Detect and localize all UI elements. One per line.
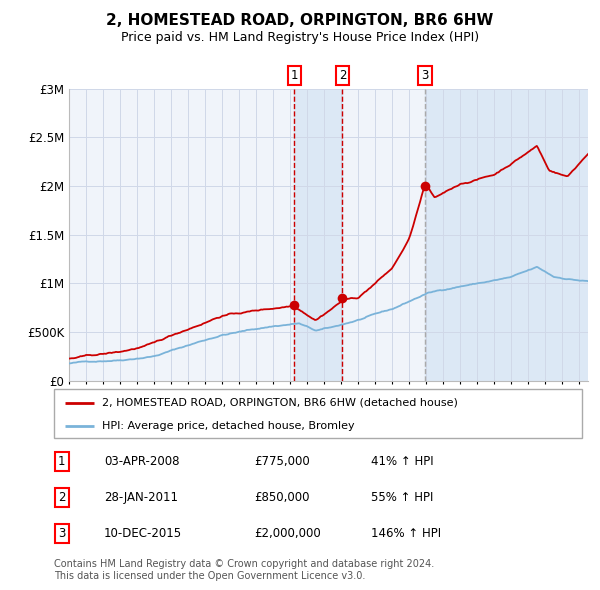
Text: 2: 2: [58, 490, 65, 504]
Text: Price paid vs. HM Land Registry's House Price Index (HPI): Price paid vs. HM Land Registry's House …: [121, 31, 479, 44]
Bar: [425, 88, 588, 381]
Text: £2,000,000: £2,000,000: [254, 527, 322, 540]
Bar: [295, 88, 343, 381]
Text: 146% ↑ HPI: 146% ↑ HPI: [371, 527, 441, 540]
Text: This data is licensed under the Open Government Licence v3.0.: This data is licensed under the Open Gov…: [54, 571, 365, 581]
Text: 10-DEC-2015: 10-DEC-2015: [104, 527, 182, 540]
Text: 1: 1: [58, 454, 65, 467]
Text: 55% ↑ HPI: 55% ↑ HPI: [371, 490, 433, 504]
Text: HPI: Average price, detached house, Bromley: HPI: Average price, detached house, Brom…: [101, 421, 354, 431]
Text: £775,000: £775,000: [254, 454, 310, 467]
Text: Contains HM Land Registry data © Crown copyright and database right 2024.: Contains HM Land Registry data © Crown c…: [54, 559, 434, 569]
Text: 3: 3: [421, 69, 428, 82]
Text: 03-APR-2008: 03-APR-2008: [104, 454, 179, 467]
Text: 28-JAN-2011: 28-JAN-2011: [104, 490, 178, 504]
Text: £850,000: £850,000: [254, 490, 310, 504]
FancyBboxPatch shape: [54, 389, 582, 438]
Text: 2, HOMESTEAD ROAD, ORPINGTON, BR6 6HW: 2, HOMESTEAD ROAD, ORPINGTON, BR6 6HW: [106, 13, 494, 28]
Text: 41% ↑ HPI: 41% ↑ HPI: [371, 454, 433, 467]
Text: 1: 1: [291, 69, 298, 82]
Text: 2, HOMESTEAD ROAD, ORPINGTON, BR6 6HW (detached house): 2, HOMESTEAD ROAD, ORPINGTON, BR6 6HW (d…: [101, 398, 457, 408]
Text: 2: 2: [339, 69, 346, 82]
Text: 3: 3: [58, 527, 65, 540]
